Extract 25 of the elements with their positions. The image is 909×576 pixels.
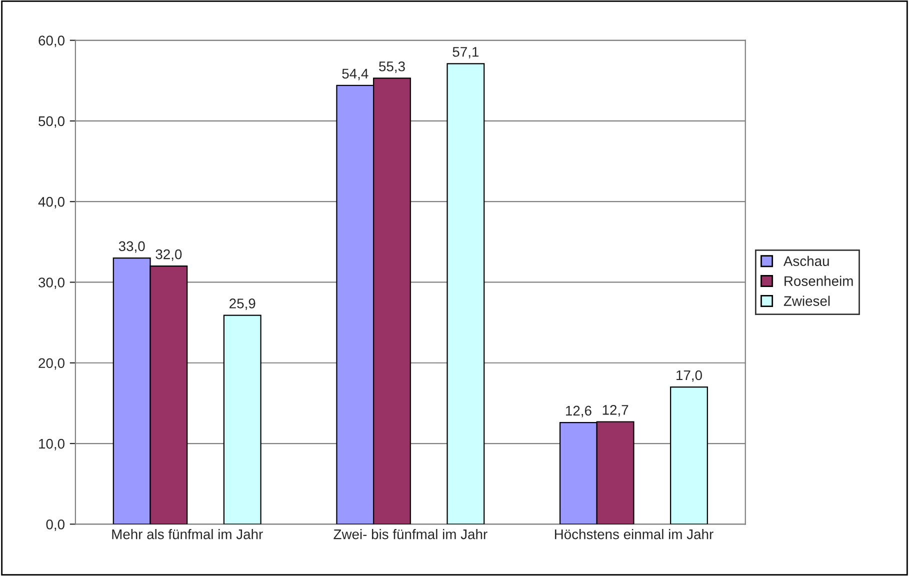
data-label: 25,9 (230, 298, 256, 310)
bar (670, 386, 708, 524)
x-tick-label: Zwei- bis fünfmal im Jahr (334, 529, 488, 540)
y-tick-label: 0,0 (46, 519, 64, 531)
legend-label: Zwiesel (784, 296, 830, 306)
y-tick-label: 10,0 (39, 438, 64, 450)
legend-label: Aschau (783, 256, 829, 266)
data-label: 12,6 (566, 406, 592, 418)
bar (446, 63, 485, 524)
data-label: 57,1 (452, 47, 479, 58)
data-label: 54,4 (342, 68, 368, 80)
data-label: 17,0 (676, 370, 702, 382)
y-tick-label: 40,0 (38, 196, 64, 208)
y-tick-label: 50,0 (38, 116, 64, 128)
y-tick-label: 60,0 (38, 36, 64, 48)
bar (223, 314, 262, 524)
legend-label: Rosenheim (784, 276, 853, 286)
x-tick-label: Höchstens einmal im Jahr (554, 529, 714, 540)
data-label: 55,3 (379, 61, 405, 73)
data-label: 32,0 (156, 249, 182, 261)
data-label: 33,0 (118, 241, 145, 253)
x-tick-label: Mehr als fünfmal im Jahr (112, 529, 263, 540)
y-tick-label: 30,0 (38, 278, 64, 290)
data-label: 12,7 (602, 405, 628, 416)
y-tick-label: 20,0 (38, 358, 64, 370)
